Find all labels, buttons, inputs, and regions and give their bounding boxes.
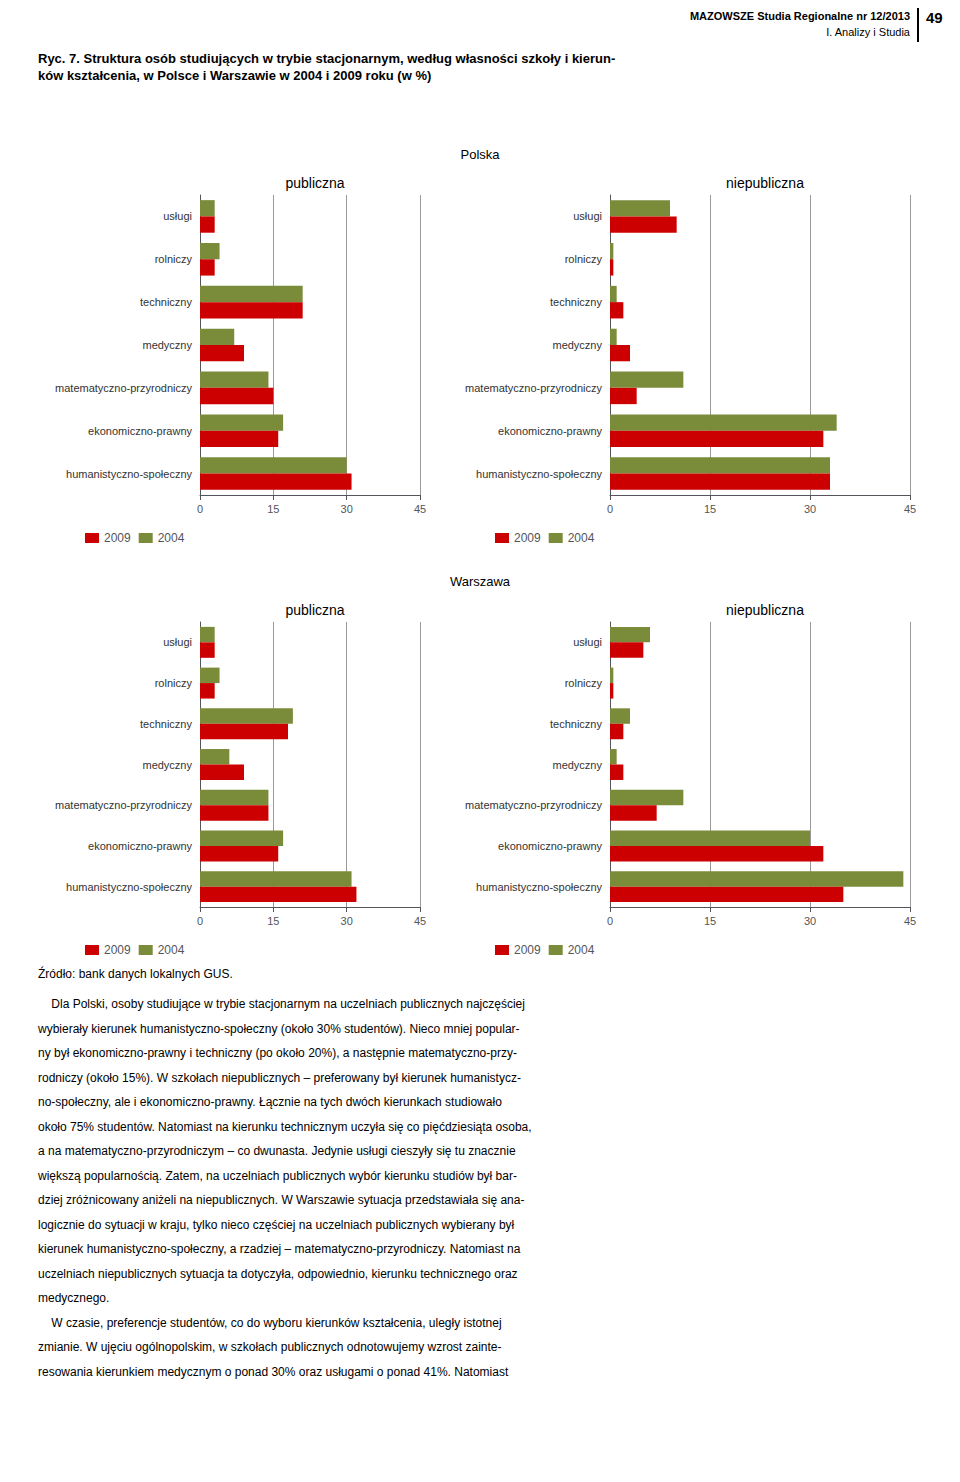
svg-text:45: 45 — [904, 915, 916, 927]
svg-text:W czasie, preferencje studentó: W czasie, preferencje studentów, co do w… — [38, 1316, 502, 1330]
svg-text:rolniczy: rolniczy — [155, 253, 193, 265]
svg-text:2009: 2009 — [104, 943, 131, 957]
svg-text:Ryc. 7. Struktura osób studiuj: Ryc. 7. Struktura osób studiujących w tr… — [38, 51, 615, 66]
svg-text:15: 15 — [704, 503, 716, 515]
svg-text:ków kształcenia, w Polsce i Wa: ków kształcenia, w Polsce i Warszawie w … — [38, 68, 431, 83]
svg-text:techniczny: techniczny — [550, 718, 602, 730]
svg-text:medyczny: medyczny — [142, 339, 192, 351]
svg-text:2004: 2004 — [158, 943, 185, 957]
svg-text:MAZOWSZE Studia Regionalne nr: MAZOWSZE Studia Regionalne nr 12/2013 — [690, 10, 910, 22]
svg-text:humanistyczno-społeczny: humanistyczno-społeczny — [476, 881, 602, 893]
svg-text:usługi: usługi — [163, 636, 192, 648]
svg-text:30: 30 — [804, 503, 816, 515]
svg-text:2009: 2009 — [514, 531, 541, 545]
svg-text:matematyczno-przyrodniczy: matematyczno-przyrodniczy — [465, 382, 602, 394]
svg-text:Warszawa: Warszawa — [450, 574, 511, 589]
svg-text:15: 15 — [267, 915, 279, 927]
svg-text:45: 45 — [904, 503, 916, 515]
svg-text:humanistyczno-społeczny: humanistyczno-społeczny — [476, 468, 602, 480]
svg-text:ekonomiczno-prawny: ekonomiczno-prawny — [88, 840, 192, 852]
svg-text:humanistyczno-społeczny: humanistyczno-społeczny — [66, 881, 192, 893]
svg-text:Źródło: bank danych lokalnych: Źródło: bank danych lokalnych GUS. — [38, 966, 233, 981]
svg-text:matematyczno-przyrodniczy: matematyczno-przyrodniczy — [465, 799, 602, 811]
svg-text:2009: 2009 — [514, 943, 541, 957]
svg-text:większą popularnością. Zatem,: większą popularnością. Zatem, na uczelni… — [37, 1169, 517, 1183]
svg-text:2004: 2004 — [158, 531, 185, 545]
svg-text:no-społeczny, ale i ekonomiczn: no-społeczny, ale i ekonomiczno-prawny. … — [38, 1095, 502, 1109]
svg-text:2009: 2009 — [104, 531, 131, 545]
svg-text:techniczny: techniczny — [140, 718, 192, 730]
svg-text:ny był ekonomiczno-prawny i te: ny był ekonomiczno-prawny i techniczny (… — [38, 1046, 517, 1060]
svg-text:0: 0 — [607, 915, 613, 927]
svg-text:45: 45 — [414, 503, 426, 515]
svg-text:publiczna: publiczna — [285, 175, 344, 191]
svg-text:rolniczy: rolniczy — [565, 677, 603, 689]
svg-text:medyczny: medyczny — [552, 759, 602, 771]
svg-text:a na matematyczno-przyrodniczy: a na matematyczno-przyrodniczym – co dwu… — [38, 1144, 516, 1158]
svg-text:rodniczy (około 15%). W szkoła: rodniczy (około 15%). W szkołach niepubl… — [38, 1071, 521, 1085]
svg-text:45: 45 — [414, 915, 426, 927]
svg-text:usługi: usługi — [573, 210, 602, 222]
svg-text:0: 0 — [607, 503, 613, 515]
svg-text:około 75% studentów. Natomiast: około 75% studentów. Natomiast na kierun… — [38, 1120, 532, 1134]
svg-text:Dla Polski, osoby studiujące w: Dla Polski, osoby studiujące w trybie st… — [38, 997, 525, 1011]
svg-text:medycznego.: medycznego. — [38, 1291, 109, 1305]
svg-text:techniczny: techniczny — [550, 296, 602, 308]
svg-text:publiczna: publiczna — [285, 602, 344, 618]
svg-text:kierunek humanistyczno-społecz: kierunek humanistyczno-społeczny, a rzad… — [38, 1242, 521, 1256]
svg-text:2004: 2004 — [568, 943, 595, 957]
svg-text:30: 30 — [804, 915, 816, 927]
svg-text:niepubliczna: niepubliczna — [726, 175, 804, 191]
svg-text:49: 49 — [926, 9, 943, 26]
svg-text:usługi: usługi — [163, 210, 192, 222]
svg-text:ekonomiczno-prawny: ekonomiczno-prawny — [498, 425, 602, 437]
svg-text:0: 0 — [197, 503, 203, 515]
svg-text:rolniczy: rolniczy — [565, 253, 603, 265]
svg-text:techniczny: techniczny — [140, 296, 192, 308]
svg-text:I. Analizy i Studia: I. Analizy i Studia — [826, 26, 911, 38]
svg-text:Polska: Polska — [460, 147, 500, 162]
svg-text:usługi: usługi — [573, 636, 602, 648]
svg-text:resowania kierunkiem medycznym: resowania kierunkiem medycznym o ponad 3… — [38, 1365, 509, 1379]
svg-text:uczelniach niepublicznych sytu: uczelniach niepublicznych sytuacja ta do… — [38, 1267, 518, 1281]
svg-text:niepubliczna: niepubliczna — [726, 602, 804, 618]
svg-text:15: 15 — [704, 915, 716, 927]
svg-text:0: 0 — [197, 915, 203, 927]
svg-text:medyczny: medyczny — [552, 339, 602, 351]
svg-text:logicznie do sytuacji w kraju,: logicznie do sytuacji w kraju, tylko nie… — [38, 1218, 515, 1232]
svg-text:rolniczy: rolniczy — [155, 677, 193, 689]
svg-text:2004: 2004 — [568, 531, 595, 545]
svg-text:ekonomiczno-prawny: ekonomiczno-prawny — [88, 425, 192, 437]
svg-text:ekonomiczno-prawny: ekonomiczno-prawny — [498, 840, 602, 852]
svg-text:matematyczno-przyrodniczy: matematyczno-przyrodniczy — [55, 799, 192, 811]
svg-text:matematyczno-przyrodniczy: matematyczno-przyrodniczy — [55, 382, 192, 394]
svg-text:wybierały kierunek humanistycz: wybierały kierunek humanistyczno-społecz… — [37, 1022, 520, 1036]
svg-text:30: 30 — [341, 503, 353, 515]
svg-text:30: 30 — [341, 915, 353, 927]
svg-text:15: 15 — [267, 503, 279, 515]
svg-text:humanistyczno-społeczny: humanistyczno-społeczny — [66, 468, 192, 480]
svg-text:zmianie. W ujęciu ogólnopolski: zmianie. W ujęciu ogólnopolskim, w szkoł… — [38, 1340, 502, 1354]
svg-text:dziej zróżnicowany aniżeli na: dziej zróżnicowany aniżeli na niepublicz… — [38, 1193, 524, 1207]
svg-text:medyczny: medyczny — [142, 759, 192, 771]
